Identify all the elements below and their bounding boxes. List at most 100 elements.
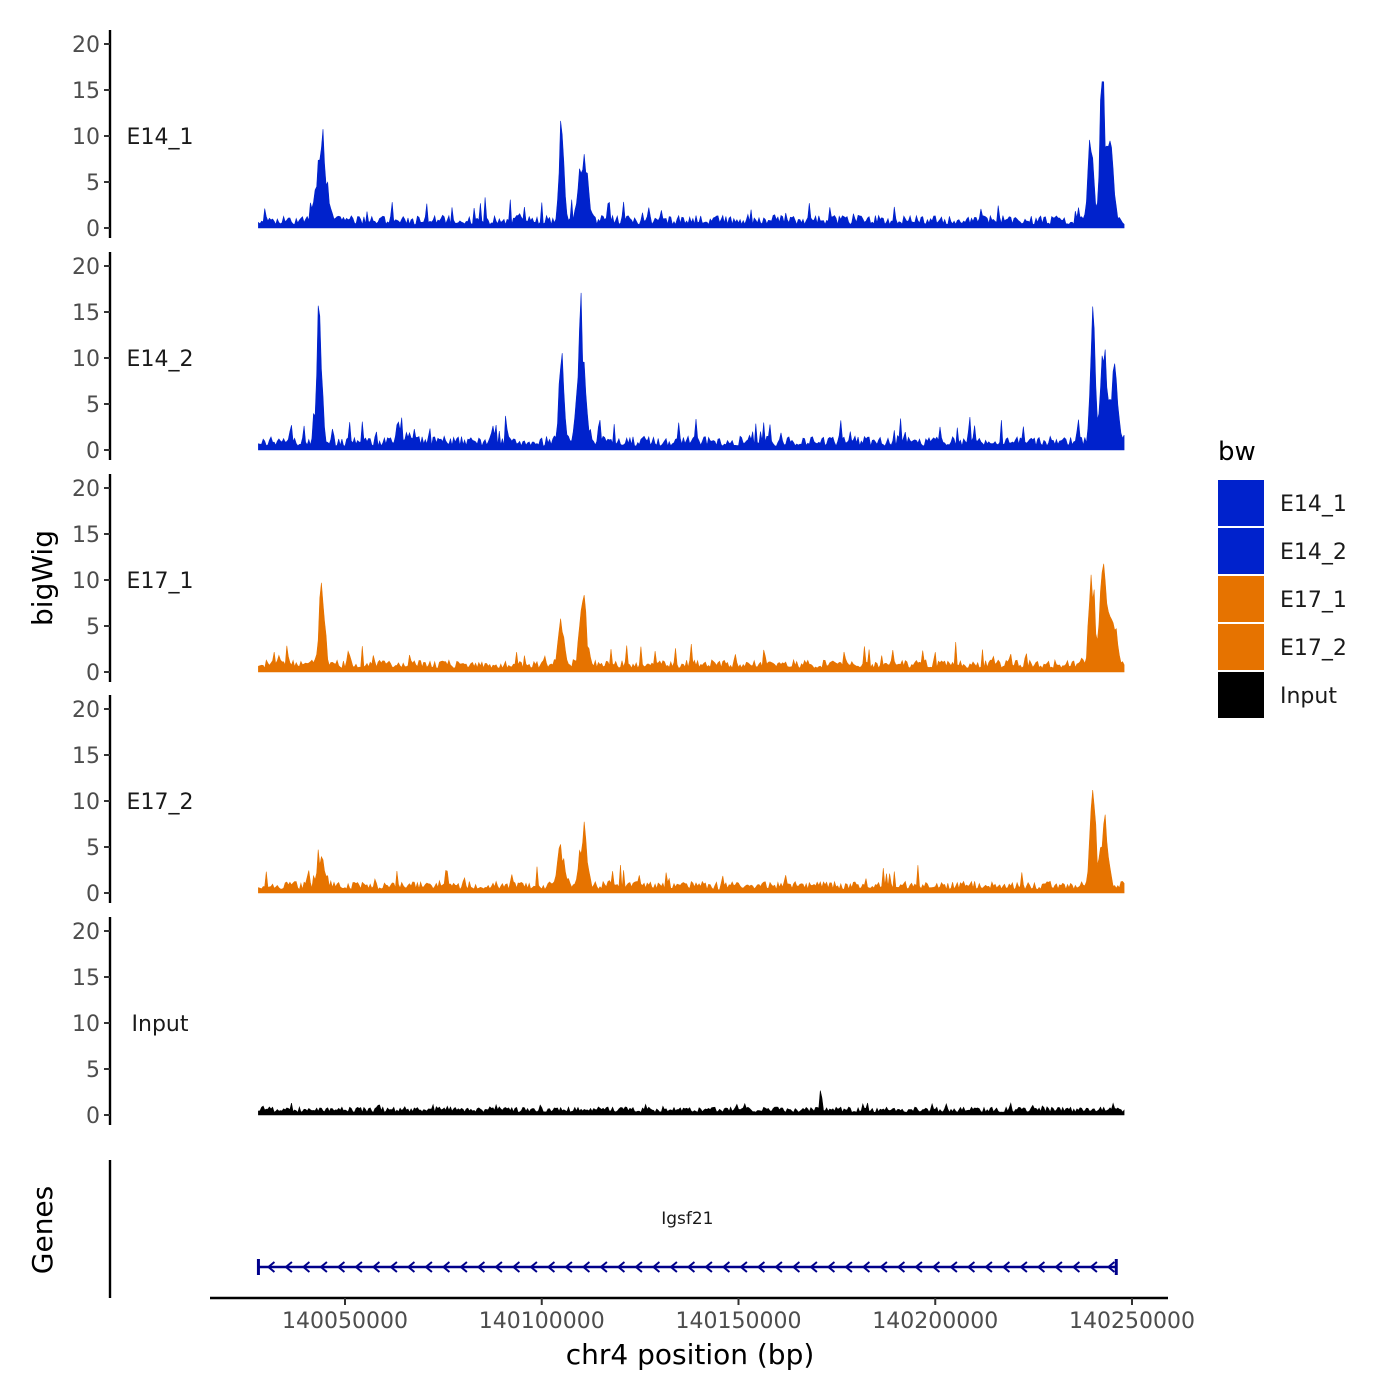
strand-arrow: [371, 1261, 381, 1273]
x-tick-label: 140200000: [872, 1309, 998, 1334]
y-tick-label: 15: [72, 744, 100, 769]
signal-area-input: [258, 1090, 1125, 1116]
y-tick-label: 5: [86, 171, 100, 196]
y-tick-label: 20: [72, 33, 100, 58]
y-tick-label: 5: [86, 836, 100, 861]
track-label: E17_1: [127, 569, 194, 594]
strand-arrow: [669, 1261, 678, 1273]
strand-arrow: [1106, 1261, 1116, 1273]
signal-area-e17_2: [258, 789, 1125, 894]
legend-swatch: [1218, 672, 1264, 718]
strand-arrow: [599, 1261, 608, 1273]
track-e14_1: 0 5 10 15 20 E14_1: [72, 30, 1125, 242]
y-tick-label: 20: [72, 920, 100, 945]
strand-arrow: [721, 1261, 731, 1273]
strand-arrow: [634, 1261, 643, 1273]
track-label: E14_1: [127, 125, 194, 150]
legend-entry: E17_2: [1218, 624, 1347, 670]
strand-arrow: [931, 1261, 941, 1273]
genes-track: Igsf21: [108, 1160, 1118, 1298]
strand-arrow: [406, 1261, 416, 1273]
x-axis: 140050000 140100000 140150000 140200000 1402…: [210, 1296, 1195, 1334]
strand-arrow: [774, 1261, 783, 1273]
track-label: E17_2: [127, 790, 194, 815]
track-e17_2: 0 5 10 15 20 E17_2: [72, 695, 1125, 907]
y-tick-label: 15: [72, 966, 100, 991]
legend-entry: Input: [1218, 672, 1337, 718]
y-tick-label: 10: [72, 1012, 100, 1037]
strand-arrow: [984, 1261, 993, 1273]
y-tick-label: 10: [72, 347, 100, 372]
strand-arrow: [266, 1261, 276, 1273]
legend-swatch: [1218, 576, 1264, 622]
y-axis-title: bigWig: [26, 530, 59, 626]
strand-arrow: [826, 1261, 836, 1273]
strand-arrow: [1089, 1261, 1098, 1273]
strand-arrow: [949, 1261, 958, 1273]
y-tick-label: 0: [86, 217, 100, 242]
strand-arrow: [791, 1261, 801, 1273]
y-tick-label: 15: [72, 523, 100, 548]
y-tick-label: 5: [86, 393, 100, 418]
strand-arrow: [459, 1261, 468, 1273]
strand-arrow: [319, 1261, 328, 1273]
strand-arrow: [424, 1261, 433, 1273]
y-tick-label: 10: [72, 569, 100, 594]
track-e17_1: 0 5 10 15 20 E17_1: [72, 474, 1125, 686]
gene-label: Igsf21: [661, 1209, 713, 1229]
y-tick-label: 15: [72, 79, 100, 104]
strand-arrow: [704, 1261, 713, 1273]
legend-swatch: [1218, 480, 1264, 526]
track-label: E14_2: [127, 347, 194, 372]
legend: bw E14_1 E14_2 E17_1 E17_2 Input: [1218, 437, 1347, 718]
legend-label: E17_1: [1280, 588, 1347, 613]
genes-axis-title: Genes: [26, 1186, 59, 1274]
legend-label: E14_2: [1280, 540, 1347, 565]
y-tick-label: 0: [86, 1104, 100, 1129]
strand-arrow: [616, 1261, 626, 1273]
strand-arrow: [284, 1261, 293, 1273]
x-tick-label: 140050000: [282, 1309, 408, 1334]
strand-arrow: [686, 1261, 696, 1273]
y-tick-label: 20: [72, 477, 100, 502]
y-tick-label: 0: [86, 882, 100, 907]
strand-arrow: [389, 1261, 398, 1273]
legend-title: bw: [1218, 437, 1256, 467]
strand-arrow: [441, 1261, 451, 1273]
signal-area-e14_1: [258, 81, 1125, 229]
strand-arrow: [756, 1261, 766, 1273]
legend-label: E17_2: [1280, 636, 1347, 661]
legend-label: Input: [1280, 684, 1337, 709]
strand-arrow: [739, 1261, 748, 1273]
track-input: 0 5 10 15 20 Input: [72, 917, 1125, 1129]
y-tick-label: 20: [72, 255, 100, 280]
x-tick-label: 140150000: [676, 1309, 802, 1334]
strand-arrow: [476, 1261, 486, 1273]
strand-arrow: [1054, 1261, 1063, 1273]
signal-area-e17_1: [258, 563, 1125, 673]
legend-swatch: [1218, 624, 1264, 670]
strand-arrow: [494, 1261, 503, 1273]
y-tick-label: 20: [72, 698, 100, 723]
strand-arrow: [581, 1261, 591, 1273]
signal-area-e14_2: [258, 292, 1125, 451]
strand-arrow: [336, 1261, 346, 1273]
x-axis-title: chr4 position (bp): [566, 1338, 815, 1371]
strand-arrow: [354, 1261, 363, 1273]
strand-arrow: [809, 1261, 818, 1273]
strand-arrow: [914, 1261, 923, 1273]
x-tick-label: 140100000: [479, 1309, 605, 1334]
x-tick-label: 140250000: [1069, 1309, 1195, 1334]
strand-arrow: [1036, 1261, 1046, 1273]
legend-entry: E14_2: [1218, 528, 1347, 574]
strand-arrow: [1001, 1261, 1011, 1273]
strand-arrow: [546, 1261, 556, 1273]
legend-label: E14_1: [1280, 492, 1347, 517]
legend-entry: E14_1: [1218, 480, 1347, 526]
strand-arrow: [1019, 1261, 1028, 1273]
legend-entry: E17_1: [1218, 576, 1347, 622]
track-e14_2: 0 5 10 15 20 E14_2: [72, 252, 1125, 464]
strand-arrow: [966, 1261, 976, 1273]
track-label: Input: [132, 1012, 189, 1037]
